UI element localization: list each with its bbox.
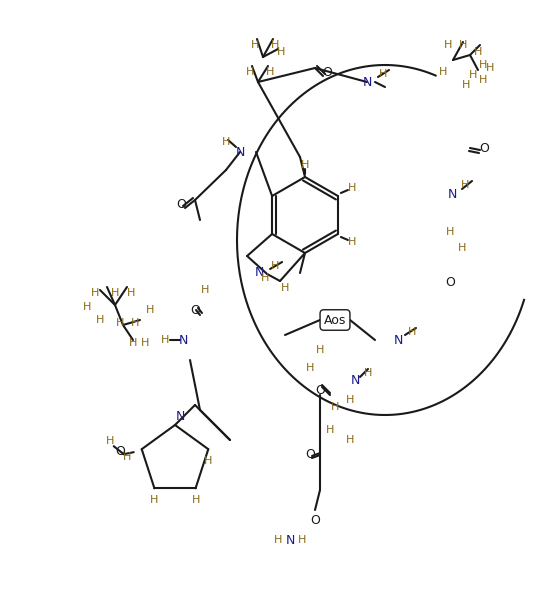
Text: O: O xyxy=(445,276,455,289)
Text: H: H xyxy=(246,67,254,77)
Text: H: H xyxy=(458,243,466,253)
Text: H: H xyxy=(459,40,467,50)
Text: H: H xyxy=(479,75,487,85)
Text: H: H xyxy=(129,338,137,348)
Text: H: H xyxy=(271,40,279,50)
Text: H: H xyxy=(346,395,354,405)
Text: H: H xyxy=(364,368,372,378)
Text: O: O xyxy=(479,142,489,155)
Text: N: N xyxy=(235,145,245,158)
Text: H: H xyxy=(439,67,447,77)
Text: H: H xyxy=(331,402,339,412)
Text: Aos: Aos xyxy=(324,314,346,327)
Text: O: O xyxy=(310,514,320,527)
Text: N: N xyxy=(178,333,188,346)
Text: H: H xyxy=(141,338,149,348)
Text: H: H xyxy=(474,47,482,57)
Text: N: N xyxy=(393,333,403,346)
Text: N: N xyxy=(255,266,264,279)
Text: H: H xyxy=(316,345,324,355)
Text: H: H xyxy=(111,288,119,298)
Text: H: H xyxy=(161,335,169,345)
Text: H: H xyxy=(346,435,354,445)
Text: H: H xyxy=(479,60,487,70)
Text: H: H xyxy=(274,535,282,545)
Text: H: H xyxy=(266,67,274,77)
Text: H: H xyxy=(261,273,269,283)
Text: H: H xyxy=(469,70,477,80)
Text: O: O xyxy=(315,384,325,397)
Text: N: N xyxy=(362,75,372,88)
Text: H: H xyxy=(306,363,314,373)
Text: H: H xyxy=(379,69,387,79)
Text: H: H xyxy=(277,47,285,57)
Text: O: O xyxy=(115,445,125,458)
Text: H: H xyxy=(251,40,259,50)
Text: N: N xyxy=(447,189,456,202)
Text: H: H xyxy=(204,456,212,466)
Text: H: H xyxy=(127,288,135,298)
Text: H: H xyxy=(123,452,131,462)
Text: H: H xyxy=(298,535,306,545)
Text: H: H xyxy=(446,227,454,237)
Text: H: H xyxy=(106,436,114,446)
Text: H: H xyxy=(116,318,124,328)
Text: H: H xyxy=(348,183,356,193)
Text: H: H xyxy=(326,425,334,435)
Text: H: H xyxy=(83,302,91,312)
Text: H: H xyxy=(281,283,289,293)
Text: H: H xyxy=(222,137,230,147)
Text: H: H xyxy=(486,63,494,73)
Text: O: O xyxy=(305,448,315,461)
Text: N: N xyxy=(350,374,360,387)
Text: H: H xyxy=(444,40,452,50)
Text: H: H xyxy=(408,327,416,337)
Text: H: H xyxy=(131,318,139,328)
Text: O: O xyxy=(176,199,186,212)
Text: N: N xyxy=(175,410,185,423)
Text: N: N xyxy=(285,534,295,547)
Text: H: H xyxy=(301,160,309,170)
Text: H: H xyxy=(461,180,469,190)
Text: H: H xyxy=(91,288,99,298)
Text: H: H xyxy=(271,261,279,271)
Text: H: H xyxy=(96,315,104,325)
Text: H: H xyxy=(146,305,154,315)
Text: H: H xyxy=(191,495,200,505)
Text: H: H xyxy=(150,495,158,505)
Text: O: O xyxy=(322,66,332,79)
Text: H: H xyxy=(348,237,356,247)
Text: O: O xyxy=(190,304,200,317)
Text: H: H xyxy=(462,80,470,90)
Text: H: H xyxy=(201,285,209,295)
